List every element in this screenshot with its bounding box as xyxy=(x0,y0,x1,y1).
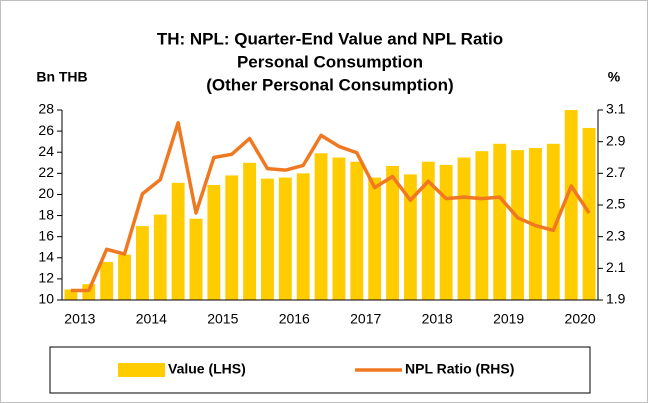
y2-tick-label: 2.1 xyxy=(606,259,626,275)
y-tick-label: 12 xyxy=(38,270,54,286)
x-tick-label: 2013 xyxy=(64,311,95,327)
bar xyxy=(189,218,203,300)
bar xyxy=(207,184,221,300)
bar xyxy=(153,214,167,300)
bar xyxy=(511,150,525,300)
chart-title: Personal Consumption xyxy=(237,52,423,71)
bar xyxy=(314,153,328,300)
x-tick-label: 2019 xyxy=(493,311,524,327)
x-tick-label: 2014 xyxy=(136,311,167,327)
legend-label: Value (LHS) xyxy=(168,361,246,377)
y2-tick-label: 2.9 xyxy=(606,132,626,148)
y-tick-label: 18 xyxy=(38,206,54,222)
y-tick-label: 16 xyxy=(38,227,54,243)
bar xyxy=(350,161,364,300)
bar xyxy=(368,177,382,300)
y2-tick-label: 2.3 xyxy=(606,227,626,243)
bar xyxy=(457,157,471,300)
bar xyxy=(278,177,292,300)
y-tick-label: 14 xyxy=(38,248,54,264)
chart-title: (Other Personal Consumption) xyxy=(206,75,453,94)
x-tick-label: 2016 xyxy=(279,311,310,327)
bar xyxy=(421,161,435,300)
y2-tick-label: 2.5 xyxy=(606,196,626,212)
bar xyxy=(261,178,274,300)
bar xyxy=(403,174,417,300)
bar xyxy=(225,175,239,300)
bar xyxy=(439,164,453,300)
chart-title: TH: NPL: Quarter-End Value and NPL Ratio xyxy=(157,29,503,48)
x-tick-label: 2017 xyxy=(350,311,381,327)
y2-tick-label: 2.7 xyxy=(606,164,626,180)
bar xyxy=(386,165,399,300)
x-tick-label: 2020 xyxy=(565,311,596,327)
line xyxy=(70,120,591,293)
bar xyxy=(475,151,489,300)
x-tick-label: 2015 xyxy=(207,311,238,327)
x-tick-label: 2018 xyxy=(422,311,453,327)
bar xyxy=(582,127,596,300)
legend-swatch xyxy=(118,363,165,377)
bar xyxy=(135,226,149,300)
bar xyxy=(100,262,114,300)
bar xyxy=(118,254,131,300)
y-tick-label: 26 xyxy=(38,122,54,138)
bar xyxy=(332,157,346,300)
y2-tick-label: 3.1 xyxy=(606,101,626,117)
bar xyxy=(64,289,78,300)
y2-axis-title: % xyxy=(608,69,621,85)
bar xyxy=(296,173,310,300)
bar xyxy=(546,143,560,300)
bar xyxy=(171,182,185,300)
y-tick-label: 22 xyxy=(38,164,54,180)
y-tick-label: 10 xyxy=(38,291,54,307)
y-tick-label: 28 xyxy=(38,101,54,117)
bar xyxy=(493,143,507,300)
y-axis-title: Bn THB xyxy=(36,69,87,85)
legend-label: NPL Ratio (RHS) xyxy=(405,361,514,377)
y-tick-label: 20 xyxy=(38,185,54,201)
bar xyxy=(243,162,257,300)
bar xyxy=(564,110,578,300)
plot-area: 10 12 14 16 18 20 22 24 26 28 1.9 2.1 2.3 2.5 2.7 2.9 3.… xyxy=(38,101,626,377)
y2-tick-label: 1.9 xyxy=(606,291,626,307)
y-tick-label: 24 xyxy=(38,143,54,159)
